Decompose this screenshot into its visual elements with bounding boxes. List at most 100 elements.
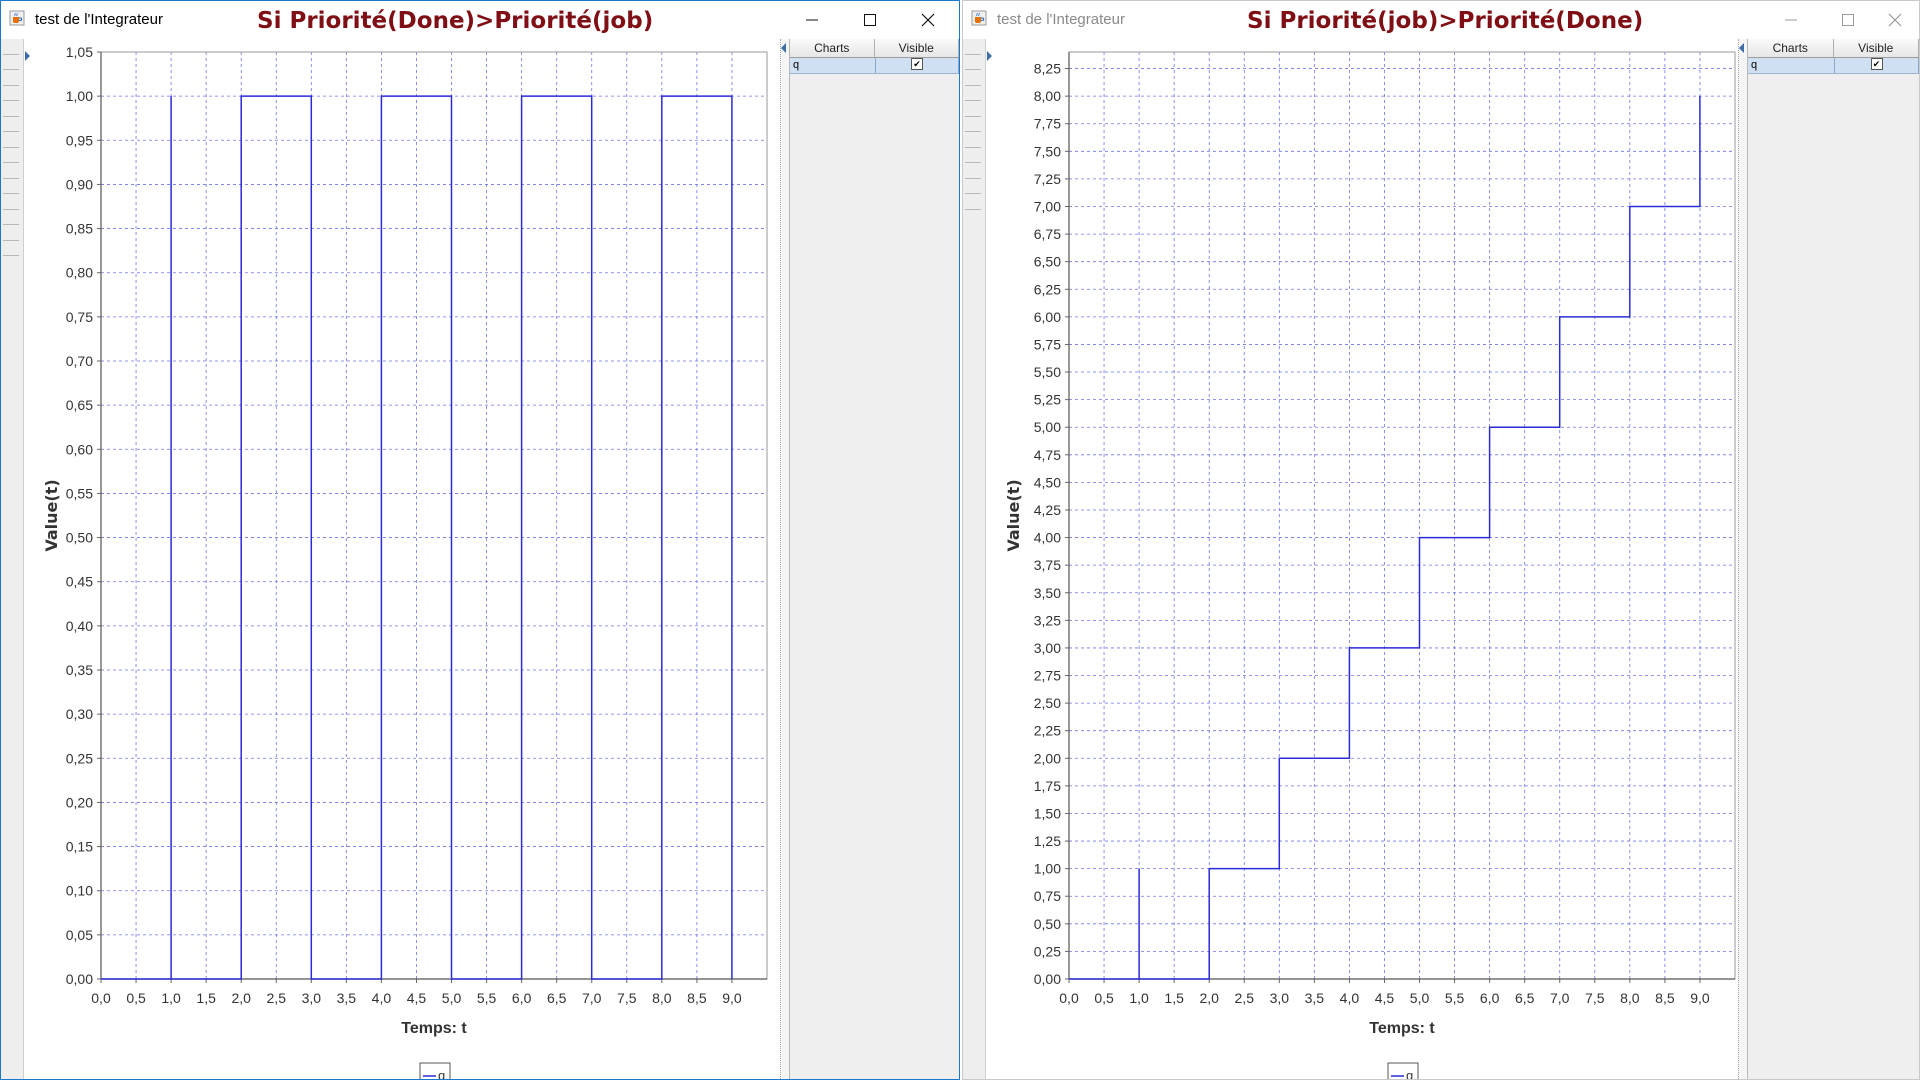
maximize-button[interactable] (847, 1, 893, 39)
x-tick-label: 6,5 (547, 990, 567, 1006)
series-table: Charts Visible q ✔ (1748, 39, 1919, 74)
visible-cell[interactable]: ✔ (876, 58, 959, 73)
title-bar[interactable]: test de l'Integrateur Si Priorité(job)>P… (963, 1, 1919, 39)
column-header-visible[interactable]: Visible (875, 39, 959, 57)
expand-arrow-icon[interactable] (25, 51, 30, 61)
table-header: Charts Visible (1748, 39, 1919, 58)
integrator-window-1[interactable]: test de l'Integrateur Si Priorité(Done)>… (0, 0, 960, 1080)
x-tick-label: 8,0 (1620, 990, 1640, 1006)
x-axis-label: Temps: t (1369, 1020, 1435, 1037)
series-table: Charts Visible q ✔ (790, 39, 959, 74)
y-tick-label: 3,25 (1034, 612, 1061, 628)
x-tick-label: 3,0 (1270, 990, 1290, 1006)
y-tick-label: 1,05 (66, 44, 93, 60)
y-tick-label: 1,00 (1034, 861, 1061, 877)
plot-frame (1068, 51, 1736, 980)
visible-checkbox[interactable]: ✔ (1870, 58, 1883, 71)
y-tick-label: 6,00 (1034, 309, 1061, 325)
table-header: Charts Visible (790, 39, 959, 58)
legend-box (1387, 1062, 1419, 1079)
column-header-visible[interactable]: Visible (1834, 39, 1919, 57)
y-tick-label: 0,00 (66, 971, 93, 987)
legend-box (419, 1062, 451, 1079)
x-tick-label: 0,0 (91, 990, 111, 1006)
close-button[interactable] (905, 1, 951, 39)
column-header-charts[interactable]: Charts (790, 39, 875, 57)
window-title: test de l'Integrateur (997, 11, 1125, 28)
y-tick-label: 6,25 (1034, 281, 1061, 297)
series-name-cell[interactable]: q (790, 58, 876, 73)
y-tick-label: 0,40 (66, 618, 93, 634)
table-row[interactable]: q ✔ (790, 58, 959, 74)
x-tick-label: 1,5 (1164, 990, 1184, 1006)
x-tick-label: 0,5 (126, 990, 146, 1006)
expand-arrow-icon[interactable] (987, 51, 992, 61)
x-tick-label: 1,0 (161, 990, 181, 1006)
x-tick-label: 8,0 (652, 990, 672, 1006)
visible-checkbox[interactable]: ✔ (911, 58, 923, 71)
chart-caption: Si Priorité(Done)>Priorité(job) (257, 8, 654, 34)
y-tick-label: 7,00 (1034, 199, 1061, 215)
y-tick-label: 2,75 (1034, 668, 1061, 684)
y-tick-label: 1,50 (1034, 805, 1061, 821)
left-toolbar-strip[interactable] (963, 39, 986, 1079)
strip-marks (3, 39, 19, 256)
y-tick-label: 6,50 (1034, 254, 1061, 270)
y-tick-label: 0,05 (66, 927, 93, 943)
minimize-button[interactable] (1768, 1, 1814, 39)
x-tick-label: 3,5 (337, 990, 357, 1006)
y-tick-label: 5,75 (1034, 336, 1061, 352)
y-tick-label: 4,25 (1034, 502, 1061, 518)
maximize-button[interactable] (1825, 1, 1871, 39)
y-tick-label: 5,50 (1034, 364, 1061, 380)
y-tick-label: 0,75 (66, 309, 93, 325)
window-title: test de l'Integrateur (35, 11, 163, 28)
y-tick-label: 2,00 (1034, 750, 1061, 766)
x-tick-label: 1,0 (1129, 990, 1149, 1006)
y-tick-label: 0,30 (66, 706, 93, 722)
y-tick-label: 8,00 (1034, 88, 1061, 104)
series-line-q (101, 95, 733, 980)
left-toolbar-strip[interactable] (1, 39, 24, 1079)
x-tick-label: 1,5 (196, 990, 216, 1006)
y-axis-label: Value(t) (42, 479, 61, 551)
table-row[interactable]: q ✔ (1748, 58, 1919, 74)
y-tick-label: 1,25 (1034, 833, 1061, 849)
integrator-window-2[interactable]: test de l'Integrateur Si Priorité(job)>P… (962, 0, 1920, 1080)
x-axis-label: Temps: t (401, 1020, 467, 1037)
x-tick-label: 5,0 (442, 990, 462, 1006)
y-tick-label: 0,90 (66, 176, 93, 192)
collapse-arrow-icon[interactable] (781, 43, 786, 53)
series-table-panel: Charts Visible q ✔ (789, 39, 959, 1079)
y-tick-label: 6,75 (1034, 226, 1061, 242)
y-tick-label: 0,60 (66, 441, 93, 457)
plot-frame (100, 51, 768, 980)
series-name-cell[interactable]: q (1748, 58, 1835, 73)
close-button[interactable] (1872, 1, 1918, 39)
x-tick-label: 4,0 (1340, 990, 1360, 1006)
y-tick-label: 3,75 (1034, 557, 1061, 573)
visible-cell[interactable]: ✔ (1835, 58, 1919, 73)
y-tick-label: 0,50 (66, 530, 93, 546)
y-tick-label: 0,45 (66, 574, 93, 590)
y-tick-label: 0,25 (1034, 943, 1061, 959)
x-tick-label: 6,0 (512, 990, 532, 1006)
x-tick-label: 2,5 (1235, 990, 1255, 1006)
title-bar[interactable]: test de l'Integrateur Si Priorité(Done)>… (1, 1, 959, 39)
x-tick-label: 3,5 (1305, 990, 1325, 1006)
minimize-button[interactable] (789, 1, 835, 39)
y-tick-label: 0,65 (66, 397, 93, 413)
java-cup-icon (971, 10, 987, 26)
x-tick-label: 8,5 (687, 990, 707, 1006)
y-tick-label: 0,35 (66, 662, 93, 678)
chart-plot: 0,0 0,5 1,0 1,5 2,0 2,5 3,0 3,5 4,0 4,5 5,0 5,5 6,0 6… (42, 44, 768, 1079)
x-tick-label: 9,0 (1690, 990, 1710, 1006)
x-tick-label: 9,0 (722, 990, 742, 1006)
y-tick-label: 0,20 (66, 794, 93, 810)
column-header-charts[interactable]: Charts (1748, 39, 1834, 57)
collapse-arrow-icon[interactable] (1739, 43, 1744, 53)
x-tick-label: 7,5 (617, 990, 637, 1006)
x-tick-label: 5,5 (477, 990, 497, 1006)
y-tick-label: 3,00 (1034, 640, 1061, 656)
y-tick-label: 2,50 (1034, 695, 1061, 711)
